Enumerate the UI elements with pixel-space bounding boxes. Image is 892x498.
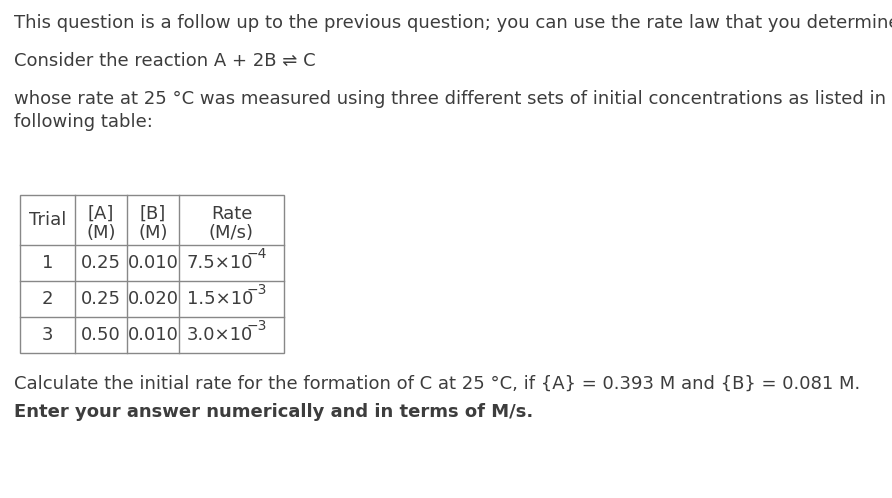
Text: 0.25: 0.25 <box>81 254 121 272</box>
Text: 1: 1 <box>42 254 54 272</box>
Text: −3: −3 <box>247 319 268 333</box>
Text: 2: 2 <box>42 290 54 308</box>
Text: 1.5×10: 1.5×10 <box>187 290 253 308</box>
Text: This question is a follow up to the previous question; you can use the rate law : This question is a follow up to the prev… <box>14 14 892 32</box>
Text: 0.50: 0.50 <box>81 326 121 344</box>
Text: [B]: [B] <box>140 205 166 223</box>
Text: (M/s): (M/s) <box>209 224 254 242</box>
Text: [A]: [A] <box>87 205 114 223</box>
Text: (M): (M) <box>87 224 116 242</box>
Text: Consider the reaction A + 2B ⇌ C: Consider the reaction A + 2B ⇌ C <box>14 52 316 70</box>
Text: −4: −4 <box>247 247 268 261</box>
Text: 0.010: 0.010 <box>128 254 178 272</box>
Text: 0.010: 0.010 <box>128 326 178 344</box>
Text: 0.020: 0.020 <box>128 290 178 308</box>
Text: 0.25: 0.25 <box>81 290 121 308</box>
Text: Trial: Trial <box>29 211 66 229</box>
Text: Enter your answer numerically and in terms of M/s.: Enter your answer numerically and in ter… <box>14 403 533 421</box>
Text: 7.5×10: 7.5×10 <box>187 254 253 272</box>
Text: following table:: following table: <box>14 113 153 131</box>
Text: Rate: Rate <box>211 205 252 223</box>
Text: 3.0×10: 3.0×10 <box>187 326 253 344</box>
Text: −3: −3 <box>247 283 268 297</box>
Text: 3: 3 <box>42 326 54 344</box>
Text: Calculate the initial rate for the formation of C at 25 °C, if {A} = 0.393 M and: Calculate the initial rate for the forma… <box>14 375 860 393</box>
Text: (M): (M) <box>138 224 168 242</box>
Bar <box>20 195 284 353</box>
Text: whose rate at 25 °C was measured using three different sets of initial concentra: whose rate at 25 °C was measured using t… <box>14 90 892 108</box>
